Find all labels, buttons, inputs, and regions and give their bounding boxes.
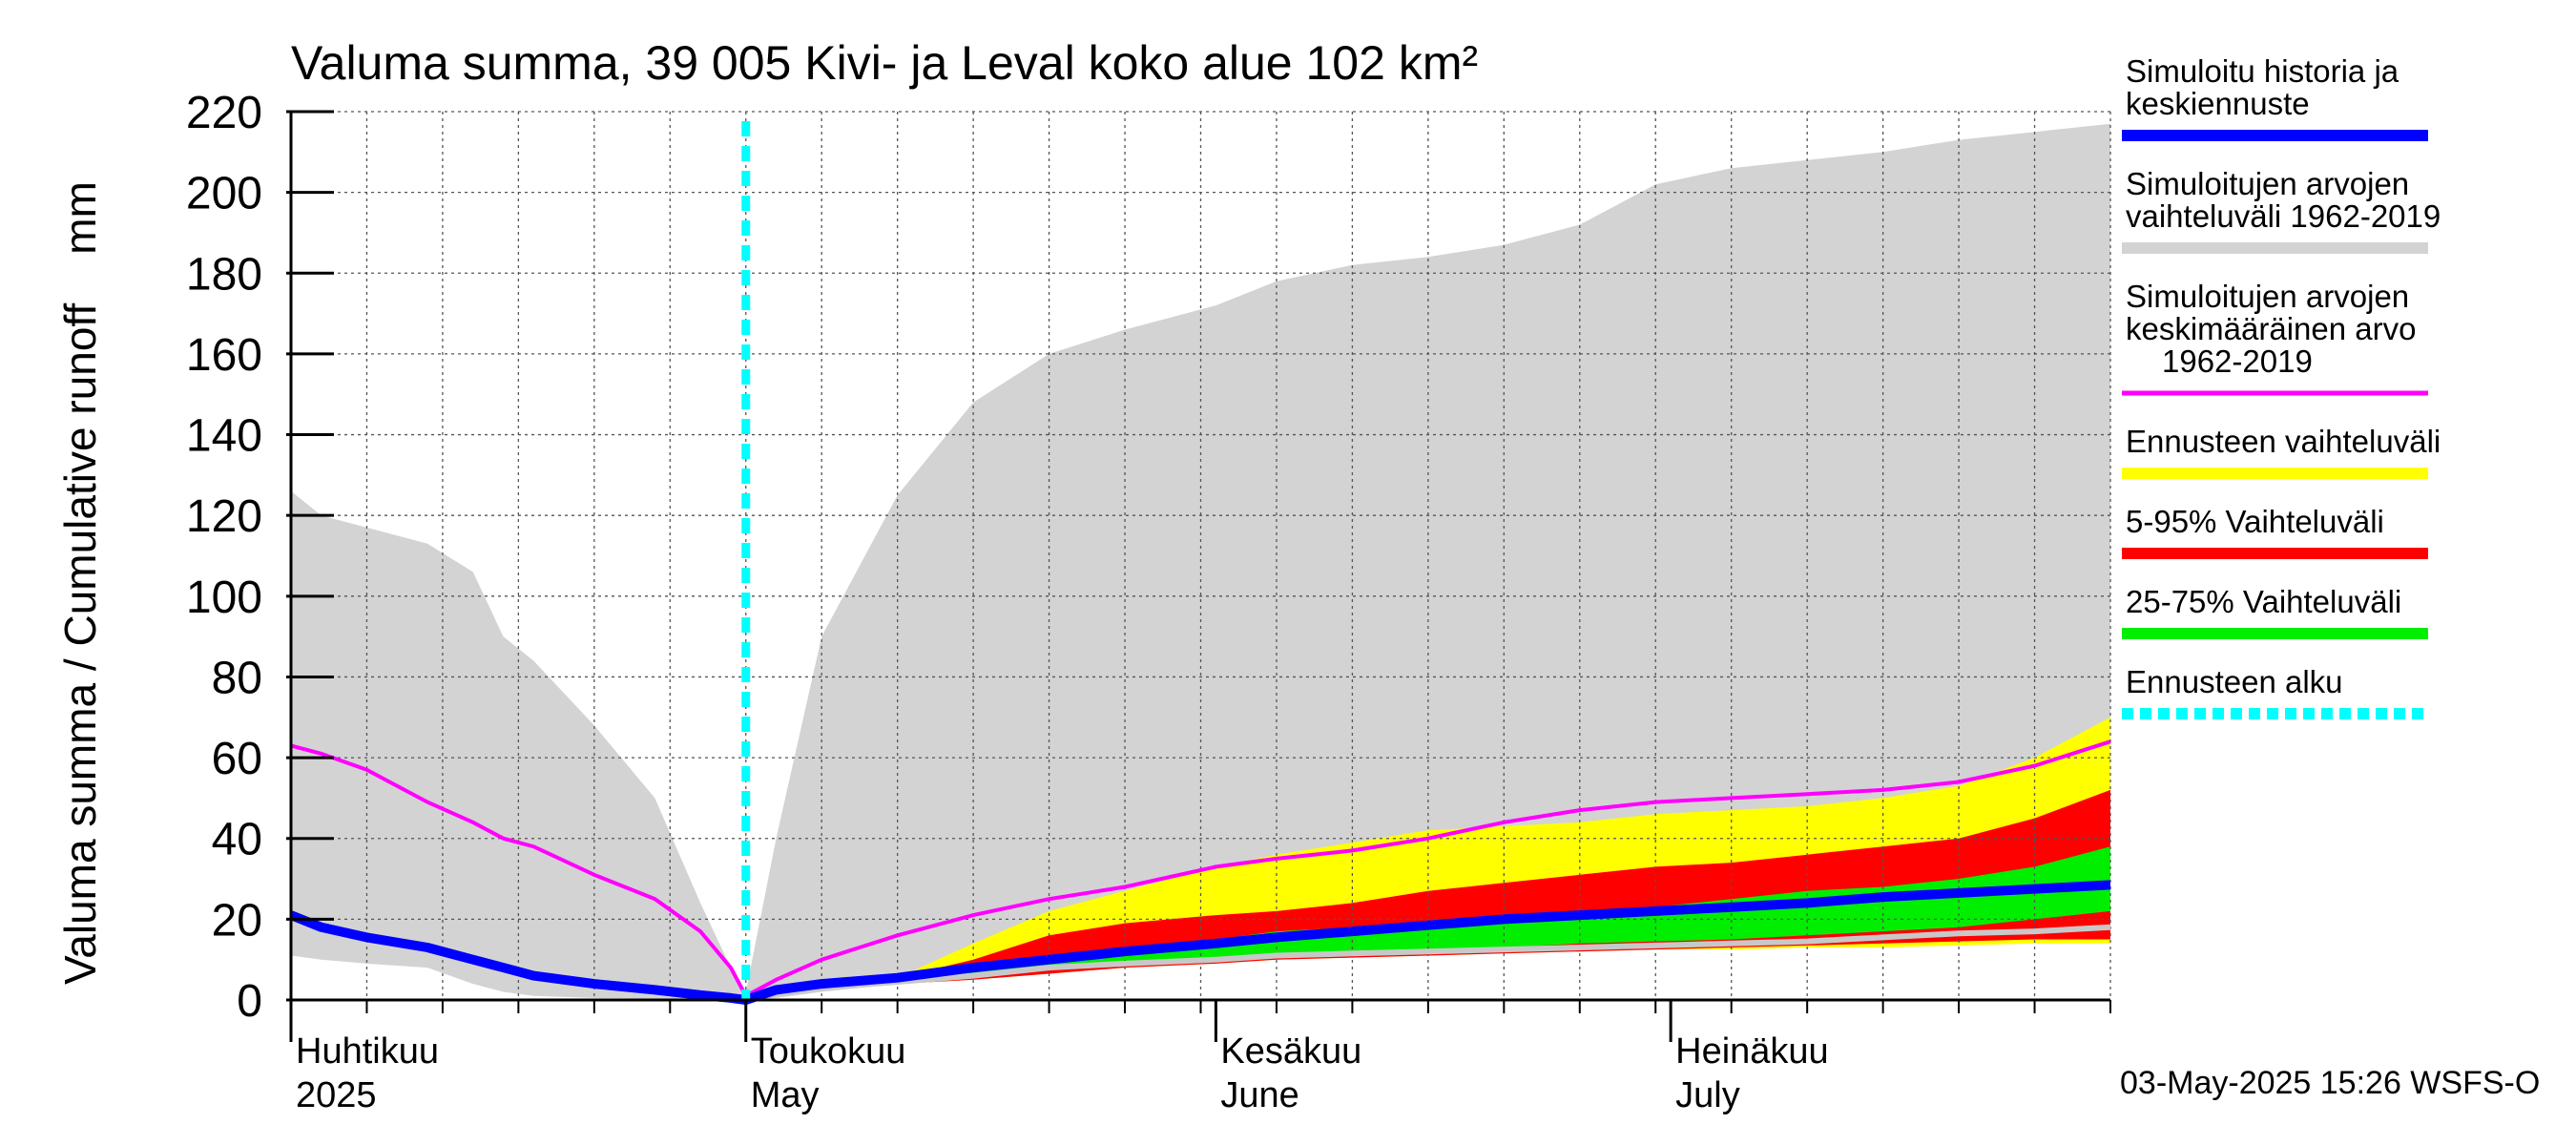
- y-tick-label: 220: [186, 88, 262, 138]
- mean-line: [290, 739, 2111, 999]
- y-tick-label: 180: [186, 249, 262, 300]
- chart-axes: 0 20 40 60 80 100 120 140 160 180 200 220 Huhtikuu20…: [186, 88, 2111, 1115]
- x-month-label-en: 2025: [296, 1075, 377, 1115]
- y-tick-label: 0: [237, 976, 262, 1027]
- x-month-label-en: May: [751, 1075, 820, 1115]
- median-forecast-line: [289, 880, 2111, 1005]
- legend-label: Simuloitujen arvojen: [2126, 279, 2409, 314]
- legend-label: 25-75% Vaihteluväli: [2126, 584, 2401, 619]
- chart-lines: [289, 121, 2111, 1005]
- y-axis-label: Valuma summa / Cumulative runoff mm: [55, 181, 105, 985]
- legend-label: Ennusteen vaihteluväli: [2126, 424, 2441, 459]
- legend-label: keskimääräinen arvo: [2126, 311, 2416, 346]
- x-month-label-fi: Huhtikuu: [296, 1031, 439, 1072]
- y-tick-label: 120: [186, 491, 262, 542]
- legend-label: 1962-2019: [2162, 344, 2313, 379]
- legend-label: 5-95% Vaihteluväli: [2126, 504, 2384, 539]
- y-tick-label: 20: [212, 895, 262, 946]
- x-month-label-fi: Kesäkuu: [1220, 1031, 1361, 1072]
- y-tick-label: 100: [186, 572, 262, 623]
- chart-grid: [290, 111, 2111, 1000]
- y-tick-label: 200: [186, 169, 262, 219]
- chart-title: Valuma summa, 39 005 Kivi- ja Leval koko…: [291, 36, 1478, 90]
- y-tick-label: 40: [212, 815, 262, 865]
- legend-label: Simuloitujen arvojen: [2126, 166, 2409, 201]
- x-month-label-en: July: [1675, 1075, 1740, 1115]
- y-tick-label: 60: [212, 734, 262, 784]
- legend-label: Ennusteen alku: [2126, 664, 2343, 699]
- y-tick-label: 160: [186, 330, 262, 381]
- legend-label: keskiennuste: [2126, 86, 2310, 121]
- percentile-25-75-band: [745, 846, 2110, 1000]
- y-tick-label: 140: [186, 411, 262, 462]
- x-month-label-fi: Toukokuu: [751, 1031, 906, 1072]
- timestamp-footer: 03-May-2025 15:26 WSFS-O: [2120, 1065, 2540, 1101]
- y-tick-label: 80: [212, 653, 262, 703]
- x-month-label-fi: Heinäkuu: [1675, 1031, 1829, 1072]
- legend-label: Simuloitu historia ja: [2126, 53, 2399, 89]
- x-month-label-en: June: [1220, 1075, 1298, 1115]
- legend-label: vaihteluväli 1962-2019: [2126, 198, 2441, 234]
